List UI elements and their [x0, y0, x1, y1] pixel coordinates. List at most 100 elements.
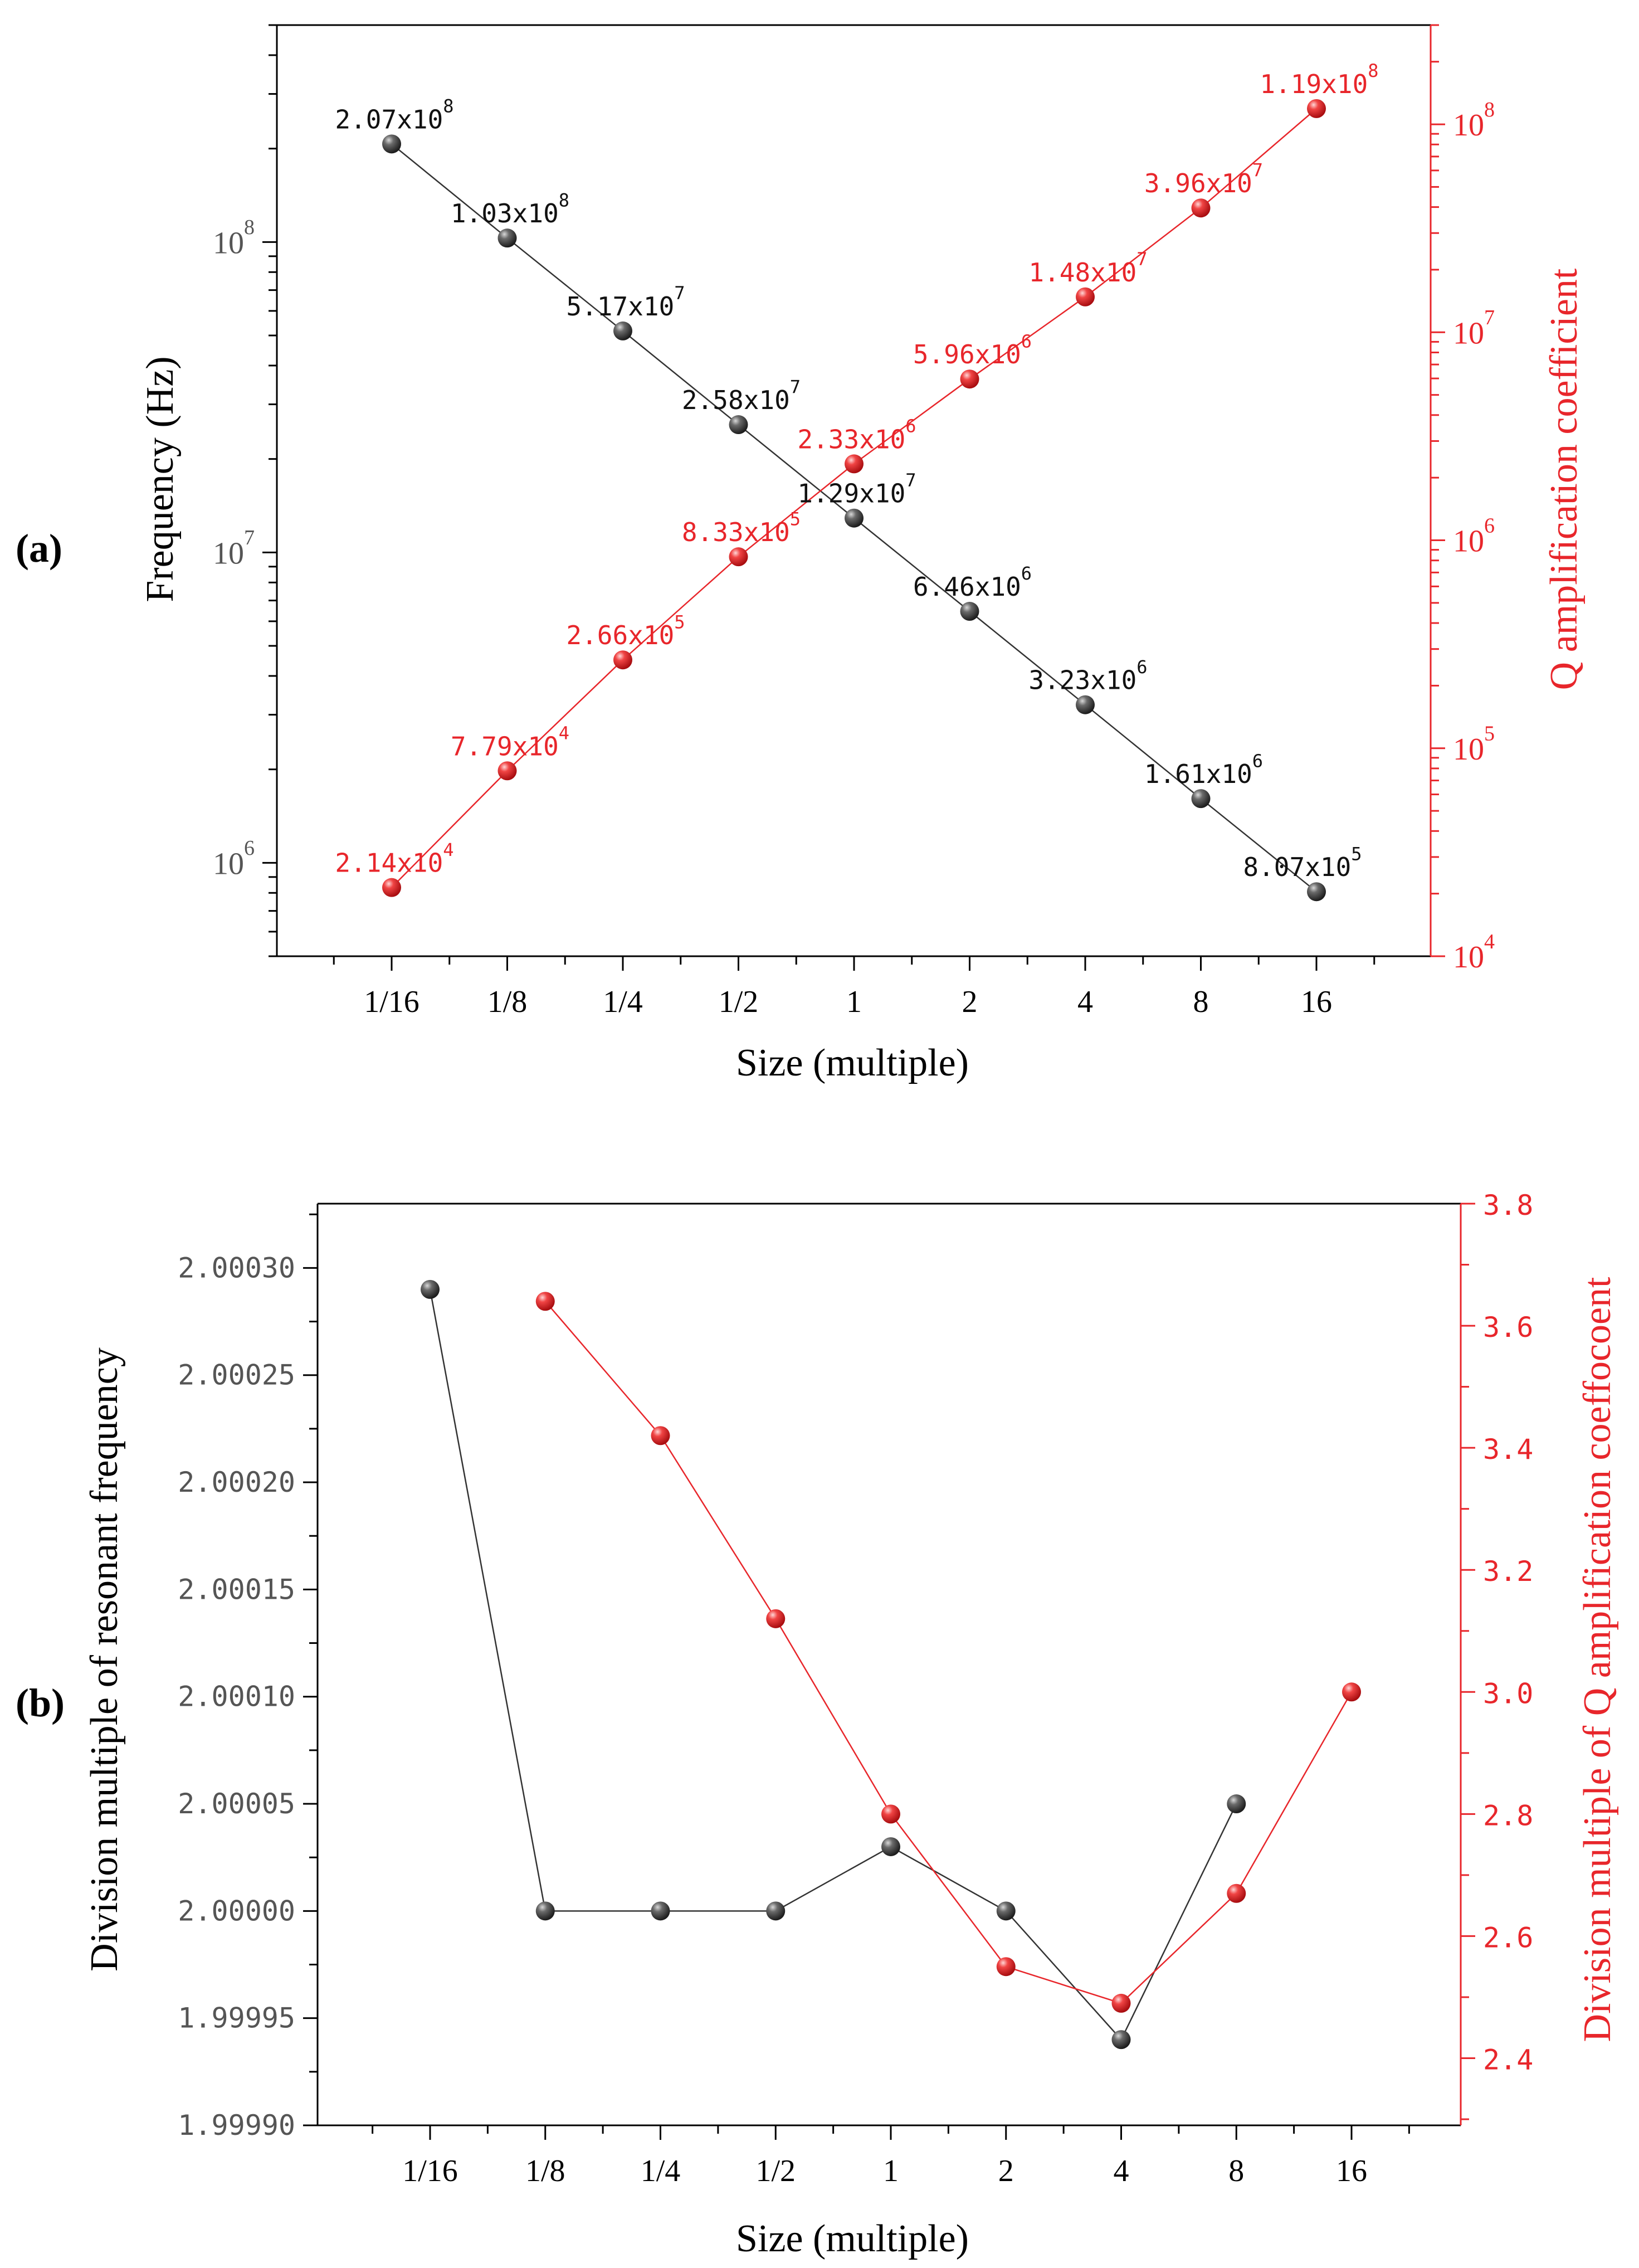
panel-b-label: (b)	[16, 1681, 65, 1725]
panel-b-y2-tick-label: 3.4	[1483, 1433, 1533, 1466]
point-q-division	[651, 1426, 670, 1446]
panel-b-y2-tick-label: 2.4	[1483, 2044, 1533, 2076]
panel-a-x-tick-label: 4	[1077, 985, 1093, 1019]
label-q-coefficient: 2.66x105	[566, 611, 685, 650]
label-frequency: 6.46x106	[913, 563, 1032, 602]
point-frequency	[960, 602, 979, 621]
point-q-coefficient	[497, 761, 517, 781]
panel-a-y2-tick-label: 104	[1453, 930, 1495, 975]
panel-b-y-tick-label: 2.00030	[178, 1252, 295, 1284]
panel-a-y-tick-label: 108	[213, 216, 255, 260]
label-q-coefficient: 8.33x105	[682, 508, 801, 547]
panel-b-x-tick-label: 1/8	[525, 2154, 565, 2188]
point-frequency-division	[651, 1901, 670, 1921]
panel-b-y-axis-title: Division multiple of resonant frequency	[83, 1347, 126, 1972]
panel-a-x-tick-label: 1/16	[364, 985, 419, 1019]
panel-b: (b) 1/16 1/8 1/4 1/2 1 2 4 8 16 1.99990 1.99995 2.0…	[16, 1189, 1619, 2260]
point-frequency-division	[996, 1901, 1016, 1921]
point-frequency	[729, 415, 748, 435]
panel-b-y2-tick-label: 3.6	[1483, 1311, 1533, 1344]
point-q-coefficient	[382, 878, 401, 897]
panel-b-y2-axis-title: Division multiple of Q amplification coe…	[1576, 1277, 1619, 2042]
panel-b-x-tick-label: 1	[883, 2154, 899, 2188]
panel-b-markers	[421, 1279, 1361, 2050]
point-q-division	[996, 1957, 1016, 1977]
point-frequency-division	[1227, 1794, 1246, 1814]
panel-a-y-tick-label: 106	[213, 836, 255, 881]
label-q-coefficient: 7.79x104	[451, 722, 569, 761]
label-frequency: 1.29x107	[797, 470, 916, 509]
point-q-division	[1111, 1993, 1131, 2013]
point-frequency	[613, 321, 632, 340]
point-frequency	[1307, 882, 1326, 902]
panel-b-y-tick-label: 2.00010	[178, 1681, 295, 1713]
panel-b-y-tick-label: 2.00025	[178, 1359, 295, 1391]
point-q-coefficient	[845, 454, 864, 474]
panel-a-markers	[382, 99, 1326, 902]
point-q-coefficient	[729, 547, 748, 567]
point-q-coefficient	[1076, 287, 1095, 306]
panel-a-y-axis-title: Frequency (Hz)	[139, 356, 182, 602]
point-q-division	[1342, 1682, 1361, 1702]
point-q-division	[1227, 1883, 1246, 1903]
label-frequency: 5.17x107	[566, 283, 685, 322]
point-q-coefficient	[1191, 198, 1211, 218]
panel-a-x-tick-label: 1/8	[487, 985, 528, 1019]
point-frequency-division	[766, 1901, 786, 1921]
panel-b-y2-tick-label: 2.6	[1483, 1921, 1533, 1954]
point-q-division	[766, 1609, 786, 1628]
panel-a-x-tick-label: 1/2	[719, 985, 759, 1019]
label-q-coefficient: 5.96x106	[913, 330, 1032, 369]
panel-a-y2-tick-label: 106	[1453, 514, 1495, 558]
label-frequency: 2.58x107	[682, 376, 801, 415]
label-q-coefficient: 2.14x104	[335, 839, 453, 878]
point-q-coefficient	[1307, 99, 1326, 118]
label-q-coefficient: 1.48x107	[1028, 249, 1147, 288]
point-frequency	[497, 228, 517, 248]
panel-a-axes: 1/16 1/8 1/4 1/2 1 2 4 8 16 106 107 108 104 105 106 107…	[213, 24, 1495, 1019]
panel-a-x-tick-label: 8	[1193, 985, 1209, 1019]
point-frequency	[845, 508, 864, 528]
panel-b-y2-tick-label: 2.8	[1483, 1799, 1533, 1832]
point-frequency	[382, 134, 401, 154]
point-frequency-division	[421, 1279, 440, 1299]
point-q-division	[881, 1804, 900, 1824]
panel-b-x-tick-label: 1/16	[402, 2154, 458, 2188]
panel-a-y2-tick-label: 108	[1453, 98, 1495, 143]
series-line-q-division	[544, 1301, 1353, 2004]
panel-a-x-tick-label: 16	[1301, 985, 1332, 1019]
panel-a-y2-axis-title: Q amplification coefficient	[1543, 268, 1586, 690]
panel-b-y2-tick-label: 3.2	[1483, 1555, 1533, 1588]
label-frequency: 1.03x108	[451, 189, 569, 228]
label-frequency: 2.07x108	[335, 96, 453, 135]
panel-a-x-tick-label: 2	[962, 985, 978, 1019]
panel-b-y-tick-label: 2.00015	[178, 1573, 295, 1605]
label-frequency: 1.61x106	[1144, 750, 1263, 789]
panel-b-x-tick-label: 16	[1336, 2154, 1367, 2188]
panel-a: (a) 1/16 1/8 1/4 1/2 1 2 4 8 16 106 107 108 104 105 10…	[16, 24, 1586, 1084]
label-q-coefficient: 2.33x106	[797, 416, 916, 455]
panel-b-x-tick-label: 1/4	[641, 2154, 681, 2188]
panel-b-y-tick-label: 2.00020	[178, 1466, 295, 1498]
label-q-coefficient: 1.19x108	[1260, 60, 1378, 99]
point-q-coefficient	[960, 369, 979, 389]
panel-b-y-tick-label: 1.99995	[178, 2002, 295, 2035]
label-frequency: 8.07x105	[1243, 843, 1362, 882]
panel-b-x-axis-title: Size (multiple)	[736, 2217, 969, 2260]
panel-b-y-tick-label: 1.99990	[178, 2109, 295, 2142]
panel-b-series-lines	[429, 1289, 1353, 2041]
panel-b-x-tick-label: 1/2	[755, 2154, 796, 2188]
panel-a-label: (a)	[16, 526, 62, 571]
panel-a-y2-tick-label: 107	[1453, 306, 1495, 351]
point-q-division	[535, 1292, 555, 1311]
panel-b-y-tick-label: 2.00000	[178, 1895, 295, 1927]
point-frequency	[1191, 789, 1211, 809]
label-frequency: 3.23x106	[1028, 656, 1147, 695]
panel-a-x-tick-label: 1	[846, 985, 862, 1019]
panel-b-y2-tick-label: 3.0	[1483, 1677, 1533, 1710]
panel-b-y-tick-label: 2.00005	[178, 1788, 295, 1820]
point-frequency-division	[535, 1901, 555, 1921]
panel-a-y-tick-label: 107	[213, 526, 255, 571]
panel-b-x-tick-label: 4	[1114, 2154, 1129, 2188]
